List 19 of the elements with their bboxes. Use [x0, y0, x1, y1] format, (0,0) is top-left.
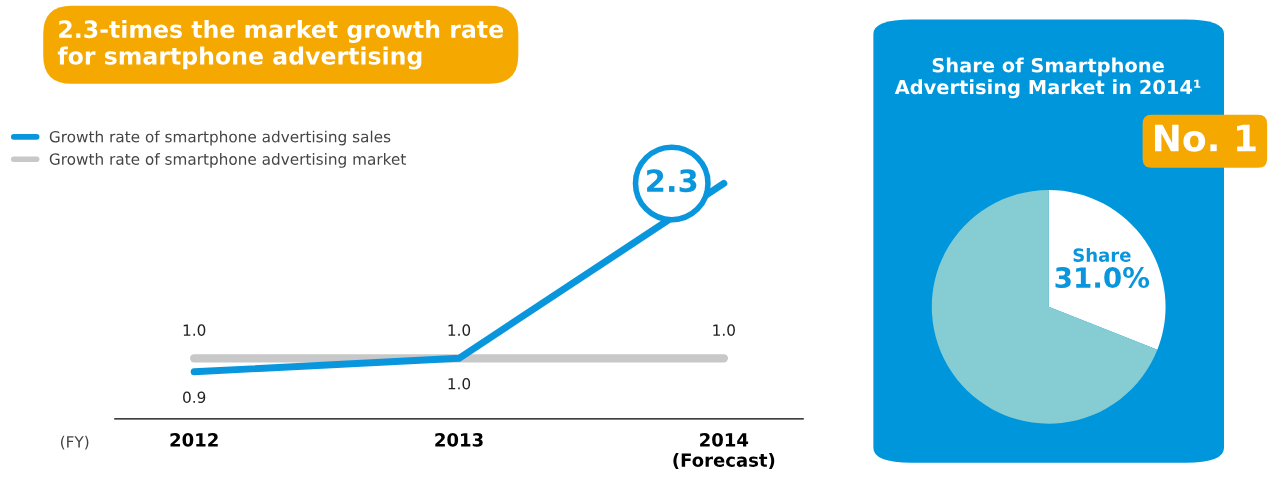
pie-slice [1048, 189, 1166, 350]
x-tick-label: 2012 [170, 433, 218, 447]
data-label: 1.0 [448, 324, 471, 336]
legend-label: Growth rate of smartphone advertising market [49, 153, 406, 168]
data-label: 2.3 [647, 169, 697, 193]
data-label: 1.0 [183, 324, 206, 336]
data-label: 1.0 [713, 324, 735, 336]
data-label: 31.0% [1055, 267, 1150, 289]
x-tick-label: 2013 [435, 433, 483, 447]
data-label: 0.9 [183, 391, 206, 404]
text: No. 1 [1154, 124, 1256, 152]
slice-label: Share [1073, 247, 1131, 262]
data-label: 1.0 [448, 378, 471, 390]
chart-title: Share of Smartphone Advertising Market in 2014¹ [894, 57, 1201, 99]
legend-label: Growth rate of smartphone advertising sales [49, 130, 391, 146]
pie-slice [931, 189, 1158, 424]
x-axis-title: (FY) [60, 435, 89, 450]
x-tick-label: 2014 (Forecast) [673, 433, 775, 470]
chart-title: 2.3-times the market growth rate for smartphone advertising [57, 19, 504, 70]
